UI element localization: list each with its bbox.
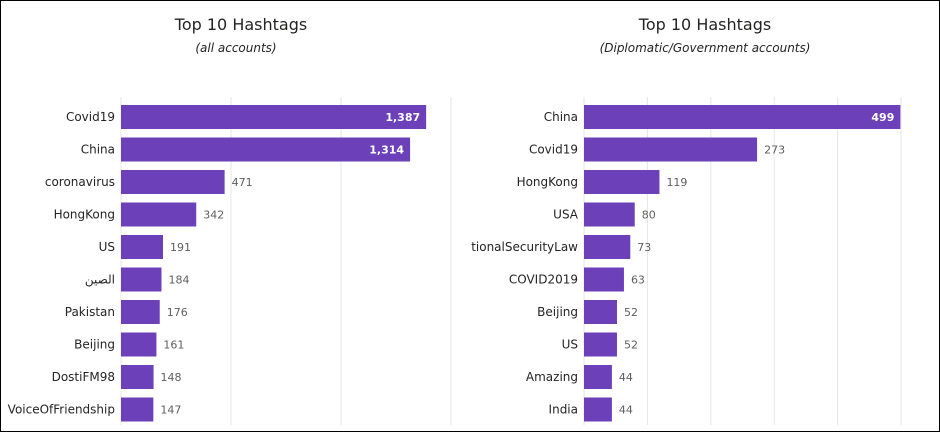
bar[interactable]	[121, 365, 154, 389]
bar[interactable]	[121, 170, 225, 194]
data-label: 191	[170, 241, 191, 254]
bar[interactable]	[121, 332, 157, 357]
data-label: 44	[619, 404, 633, 417]
category-label: Pakistan	[65, 305, 115, 319]
category-label: Beijing	[537, 305, 578, 319]
bar[interactable]	[121, 137, 411, 162]
bar[interactable]	[584, 397, 612, 422]
category-label: China	[81, 143, 115, 157]
category-label: DostiFM98	[52, 370, 115, 384]
bar[interactable]	[584, 235, 631, 259]
data-label: 161	[163, 339, 184, 352]
category-label: China	[544, 110, 578, 124]
category-label: VoiceOfFriendship	[8, 403, 115, 417]
data-label: 73	[637, 241, 651, 254]
category-label: HongKong	[517, 175, 578, 189]
category-label: COVID2019	[509, 273, 578, 287]
bar[interactable]	[121, 397, 154, 422]
category-label: coronavirus	[45, 175, 115, 189]
category-label: Covid19	[66, 110, 115, 124]
category-label: India	[549, 403, 578, 417]
category-label: US	[562, 338, 578, 352]
bar[interactable]	[121, 105, 427, 129]
data-label: 184	[168, 274, 189, 287]
bar[interactable]	[584, 170, 660, 194]
chart-title: Top 10 Hashtags	[174, 15, 308, 34]
data-label: 44	[619, 371, 633, 384]
data-label: 342	[203, 209, 224, 222]
data-label: 471	[232, 176, 253, 189]
bar[interactable]	[584, 300, 617, 324]
category-label: HongKong	[54, 208, 115, 222]
bar[interactable]	[121, 267, 162, 292]
bar[interactable]	[584, 202, 635, 227]
chart-panel-government-accounts: Top 10 Hashtags (Diplomatic/Government a…	[471, 1, 939, 431]
data-label: 1,314	[369, 144, 404, 157]
data-label: 273	[764, 144, 785, 157]
category-label: USA	[553, 208, 579, 222]
category-label: NationalSecurityLaw	[471, 240, 578, 254]
bar[interactable]	[584, 105, 901, 129]
data-label: 52	[624, 339, 638, 352]
chart-title: Top 10 Hashtags	[638, 15, 772, 34]
bar[interactable]	[584, 137, 758, 162]
chart-panel-all-accounts: Top 10 Hashtags (all accounts) Covid19 1,…	[1, 1, 471, 431]
data-label: 63	[631, 274, 645, 287]
bar[interactable]	[584, 267, 624, 292]
bar[interactable]	[121, 235, 164, 259]
data-label: 1,387	[385, 111, 420, 124]
data-label: 119	[666, 176, 687, 189]
bar[interactable]	[584, 365, 612, 389]
category-label: Beijing	[74, 338, 115, 352]
bar[interactable]	[121, 300, 160, 324]
category-label: US	[99, 240, 115, 254]
data-label: 80	[642, 209, 656, 222]
bar[interactable]	[121, 202, 197, 227]
category-label: Covid19	[529, 143, 578, 157]
bar-chart-government-accounts: China 499 Covid19 273 HongKong 119 USA 80 Nation…	[471, 97, 902, 425]
data-label: 52	[624, 306, 638, 319]
data-label: 176	[167, 306, 188, 319]
category-label: Amazing	[526, 370, 578, 384]
data-label: 148	[161, 371, 182, 384]
bar-chart-all-accounts: Covid19 1,387 China 1,314 coronavirus 471 Hong…	[8, 97, 452, 425]
data-label: 147	[160, 404, 181, 417]
category-label: الصين	[85, 273, 115, 288]
bar[interactable]	[584, 332, 617, 357]
chart-subtitle: (Diplomatic/Government accounts)	[599, 41, 811, 55]
data-label: 499	[871, 111, 894, 124]
chart-subtitle: (all accounts)	[195, 41, 277, 55]
